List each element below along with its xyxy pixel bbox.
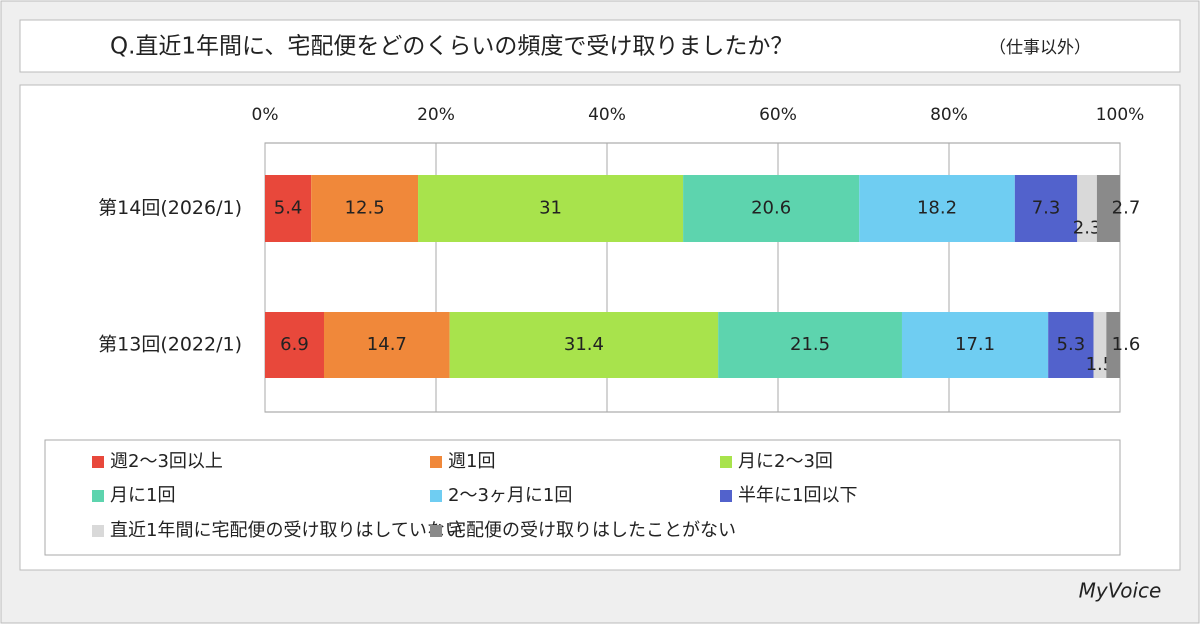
- data-label: 31.4: [564, 334, 604, 355]
- legend-swatch: [92, 456, 104, 468]
- data-label: 7.3: [1032, 198, 1061, 219]
- x-tick-label: 60%: [759, 105, 797, 125]
- bar-segment: [1106, 312, 1120, 378]
- data-label: 20.6: [751, 198, 791, 219]
- data-label: 5.4: [274, 198, 303, 219]
- bar-segment: [718, 312, 902, 378]
- data-label: 6.9: [280, 334, 309, 355]
- legend-swatch: [430, 490, 442, 502]
- x-tick-label: 80%: [930, 105, 968, 125]
- legend-swatch: [92, 490, 104, 502]
- legend-label: 週2～3回以上: [110, 451, 223, 472]
- legend-swatch: [430, 456, 442, 468]
- data-label: 1.6: [1112, 334, 1141, 355]
- legend-label: 2～3ヶ月に1回: [448, 485, 572, 506]
- y-tick-label: 第13回(2022/1): [98, 334, 242, 356]
- x-tick-label: 100%: [1096, 105, 1145, 125]
- data-label: 14.7: [367, 334, 407, 355]
- x-tick-label: 0%: [252, 105, 279, 125]
- bar-segment: [1093, 312, 1107, 378]
- legend-label: 週1回: [448, 451, 495, 472]
- y-tick-label: 第14回(2026/1): [98, 197, 242, 219]
- brand: MyVoice: [1079, 579, 1162, 603]
- bar-segment: [683, 175, 860, 242]
- data-label: 17.1: [955, 334, 995, 355]
- bar-segment: [1077, 175, 1097, 242]
- legend-label: 直近1年間に宅配便の受け取りはしていない: [110, 520, 463, 541]
- x-tick-label: 40%: [588, 105, 626, 125]
- legend-label: 宅配便の受け取りはしたことがない: [448, 520, 736, 541]
- bar-segment: [418, 175, 684, 242]
- chart-subtitle: （仕事以外）: [989, 38, 1091, 58]
- bar-segment: [1014, 175, 1078, 242]
- title-box: [19, 19, 1181, 73]
- x-tick-label: 20%: [417, 105, 455, 125]
- data-label: 2.7: [1112, 198, 1141, 219]
- bar-segment: [323, 312, 450, 378]
- data-label: 12.5: [345, 198, 385, 219]
- legend-swatch: [92, 525, 104, 537]
- legend-swatch: [720, 490, 732, 502]
- legend-box: [44, 439, 1121, 556]
- bar-segment: [449, 312, 719, 378]
- data-label: 5.3: [1057, 334, 1086, 355]
- legend-label: 月に1回: [110, 485, 175, 506]
- bar-segment: [901, 312, 1049, 378]
- legend-label: 半年に1回以下: [738, 485, 857, 506]
- bar-segment: [265, 312, 324, 378]
- data-label: 21.5: [790, 334, 830, 355]
- legend-swatch: [720, 456, 732, 468]
- legend-label: 月に2～3回: [738, 451, 833, 472]
- data-label: 2.3: [1073, 218, 1102, 239]
- data-label: 18.2: [917, 198, 957, 219]
- legend-swatch: [430, 525, 442, 537]
- bar-segment: [859, 175, 1015, 242]
- bar-segment: [1096, 175, 1120, 242]
- data-label: 31: [539, 198, 562, 219]
- chart-title: Q.直近1年間に、宅配便をどのくらいの頻度で受け取りましたか？: [110, 34, 793, 60]
- bar-segment: [311, 175, 419, 242]
- bar-segment: [265, 175, 312, 242]
- bar-segment: [1048, 312, 1094, 378]
